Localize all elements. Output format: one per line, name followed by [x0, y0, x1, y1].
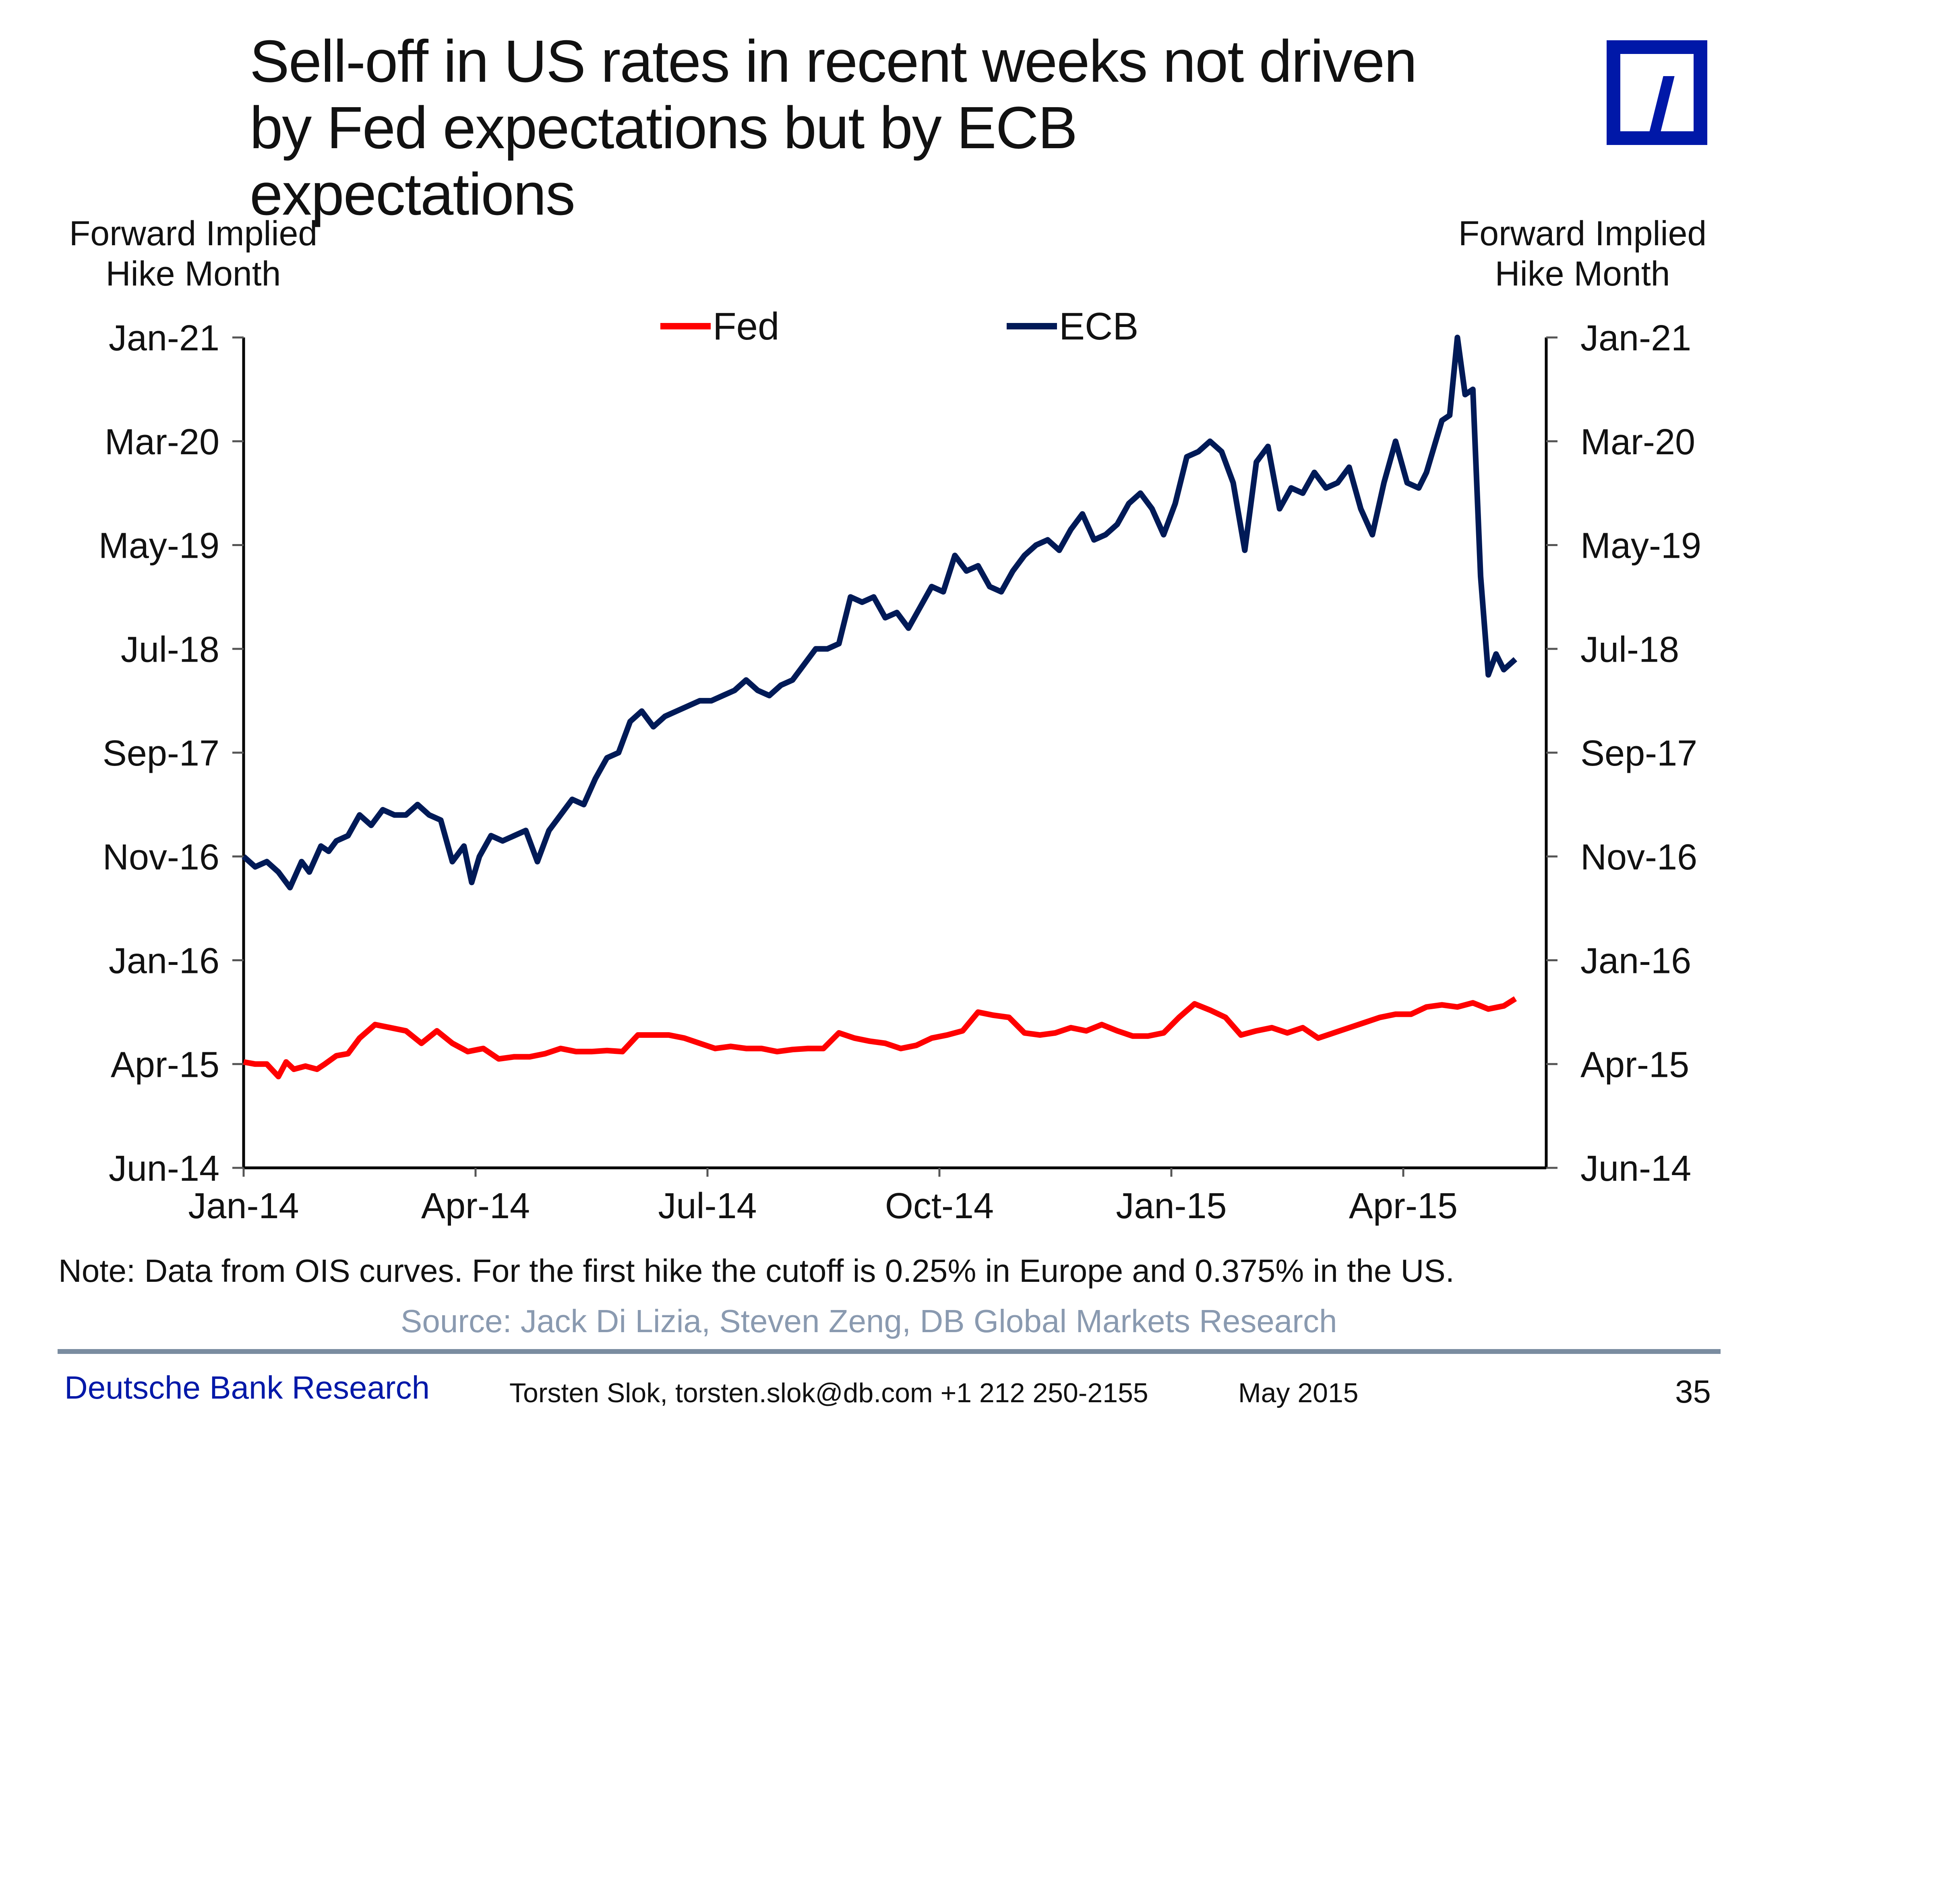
line-chart: Jun-14 Apr-15 Jan-16 Nov-16 Sep-17 Jul-18 May-…: [99, 305, 1701, 1226]
y-tick-right-label: Nov-16: [1580, 837, 1697, 877]
page-number: 35: [1675, 1374, 1711, 1409]
y-tick-left-label: Jan-21: [109, 318, 219, 358]
y-tick-left-label: Jan-16: [109, 941, 219, 981]
y-tick-right-label: Sep-17: [1580, 733, 1697, 774]
x-tick-label: Jul-14: [658, 1186, 757, 1226]
series-layer: [242, 335, 1518, 1080]
deutsche-bank-logo-icon: [1607, 40, 1707, 145]
page-title: Sell-off in US rates in recent weeks not…: [250, 28, 1417, 228]
y-axis-right-ticks: Jun-14 Apr-15 Jan-16 Nov-16 Sep-17 Jul-18 May-…: [1546, 318, 1701, 1189]
y-tick-right-label: Jun-14: [1580, 1149, 1691, 1189]
y-tick-left-label: Jun-14: [109, 1149, 219, 1189]
y-tick-right-label: Jul-18: [1580, 629, 1679, 670]
y-tick-left-label: Apr-15: [111, 1045, 219, 1085]
right-axis-title-line-2: Hike Month: [1495, 255, 1670, 293]
chart-source: Source: Jack Di Lizia, Steven Zeng, DB G…: [401, 1303, 1337, 1339]
chart-axes: [242, 337, 1548, 1169]
logo-inner-box: [1620, 54, 1694, 137]
y-tick-left-label: May-19: [99, 526, 219, 566]
y-axis-left-ticks: Jun-14 Apr-15 Jan-16 Nov-16 Sep-17 Jul-18 May-…: [99, 318, 244, 1189]
left-axis-title-line-1: Forward Implied: [69, 214, 318, 253]
footer-date: May 2015: [1238, 1378, 1359, 1408]
footer-brand: Deutsche Bank Research: [64, 1370, 430, 1405]
footer-author-contact: Torsten Slok, torsten.slok@db.com +1 212…: [509, 1378, 1148, 1408]
x-tick-label: Jan-14: [188, 1186, 299, 1226]
x-tick-label: Oct-14: [885, 1186, 994, 1226]
y-tick-left-label: Nov-16: [103, 837, 219, 877]
legend-label-fed: Fed: [713, 305, 779, 348]
legend-label-ecb: ECB: [1059, 305, 1138, 348]
y-tick-left-label: Sep-17: [103, 733, 219, 774]
left-axis-title: Forward Implied Hike Month: [52, 213, 334, 294]
title-line-2: by Fed expectations but by ECB expectati…: [250, 95, 1078, 228]
y-tick-right-label: Apr-15: [1580, 1045, 1689, 1085]
chart-legend: Fed ECB: [660, 305, 1138, 348]
right-axis-title: Forward Implied Hike Month: [1442, 213, 1723, 294]
y-tick-left-label: Jul-18: [121, 629, 219, 670]
x-tick-label: Jan-15: [1116, 1186, 1227, 1226]
title-line-1: Sell-off in US rates in recent weeks not…: [250, 28, 1417, 95]
chart-note: Note: Data from OIS curves. For the firs…: [58, 1253, 1454, 1289]
y-tick-right-label: May-19: [1580, 526, 1701, 566]
x-axis-ticks: Jan-14 Apr-14 Jul-14 Oct-14 Jan-15 Apr-15: [188, 1168, 1458, 1226]
footer-divider: [58, 1349, 1721, 1354]
right-axis-title-line-1: Forward Implied: [1458, 214, 1707, 253]
x-tick-label: Apr-15: [1349, 1186, 1458, 1226]
y-tick-right-label: Jan-16: [1580, 941, 1691, 981]
y-tick-left-label: Mar-20: [105, 422, 219, 462]
series-line-ecb: [242, 335, 1518, 891]
y-tick-right-label: Jan-21: [1580, 318, 1691, 358]
y-tick-right-label: Mar-20: [1580, 422, 1695, 462]
left-axis-title-line-2: Hike Month: [105, 255, 281, 293]
x-tick-label: Apr-14: [421, 1186, 530, 1226]
series-line-fed: [243, 996, 1517, 1080]
